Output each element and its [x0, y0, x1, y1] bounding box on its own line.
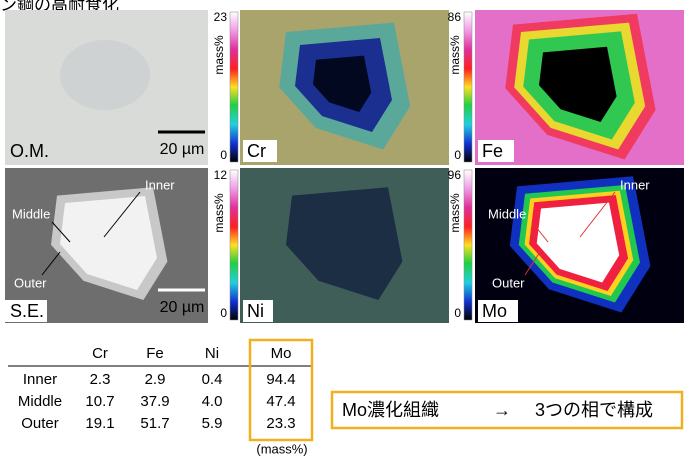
colorbar-max: 86	[448, 10, 462, 24]
panel-label: Mo	[482, 301, 507, 321]
om-grain	[60, 40, 150, 110]
row-header: Inner	[23, 371, 57, 388]
figure: ン鋼の高耐食化 20 µm O.M. 23 0 mass% Cr 86 0 ma…	[0, 0, 685, 457]
panel-label: S.E.	[10, 301, 44, 321]
colorbar-unit: mass%	[212, 193, 226, 233]
colorbar-max: 23	[214, 10, 228, 24]
colorbar-max: 96	[448, 168, 462, 182]
table-cell: 23.3	[266, 415, 295, 432]
table-cell: 51.7	[140, 415, 169, 432]
table-cell: 0.4	[202, 371, 223, 388]
colorbar-unit: mass%	[212, 35, 226, 75]
column-header: Fe	[146, 345, 164, 362]
colorbar-min: 0	[220, 148, 227, 162]
point-label: Outer	[492, 275, 525, 290]
point-label: Inner	[620, 177, 650, 192]
table: Cr Fe Ni Mo Inner 2.3 2.9 0.4 94.4 Middle 10.7 37.9…	[8, 340, 312, 440]
table-cell: 37.9	[140, 393, 169, 410]
colorbar	[464, 170, 472, 320]
table-cell: 5.9	[202, 415, 223, 432]
scale-label: 20 µm	[160, 299, 205, 316]
panel-label: Fe	[482, 141, 503, 161]
table-cell: 10.7	[85, 393, 114, 410]
colorbar	[464, 12, 472, 162]
colorbar-unit: mass%	[448, 35, 462, 75]
colorbar-max: 12	[214, 168, 228, 182]
colorbar-min: 0	[454, 148, 461, 162]
panel-label: Ni	[247, 301, 264, 321]
table-cell: 2.9	[145, 371, 166, 388]
point-label: Outer	[14, 275, 47, 290]
note-text: Mo濃化組織	[342, 400, 439, 420]
scale-label: 20 µm	[160, 141, 205, 158]
table-cell: 2.3	[90, 371, 111, 388]
table-cell: 47.4	[266, 393, 295, 410]
point-label: Inner	[145, 177, 175, 192]
colorbar	[230, 170, 238, 320]
column-header: Cr	[92, 345, 108, 362]
point-label: Middle	[488, 206, 526, 221]
colorbar-min: 0	[454, 306, 461, 320]
column-header: Ni	[205, 345, 219, 362]
note-result: 3つの相で構成	[535, 400, 653, 420]
panel-label: O.M.	[10, 141, 49, 161]
colorbar-min: 0	[220, 306, 227, 320]
panel-label: Cr	[247, 141, 266, 161]
table-cell: 4.0	[202, 393, 223, 410]
table-unit: (mass%)	[256, 441, 307, 456]
note-arrow: →	[493, 400, 511, 420]
mo-map	[475, 168, 684, 323]
colorbar-unit: mass%	[448, 193, 462, 233]
table-cell: 94.4	[266, 371, 295, 388]
column-header: Mo	[271, 345, 292, 362]
colorbar	[230, 12, 238, 162]
row-header: Middle	[18, 393, 62, 410]
ni-map	[240, 168, 449, 323]
table-cell: 19.1	[85, 415, 114, 432]
row-header: Outer	[21, 415, 59, 432]
point-label: Middle	[12, 206, 50, 221]
